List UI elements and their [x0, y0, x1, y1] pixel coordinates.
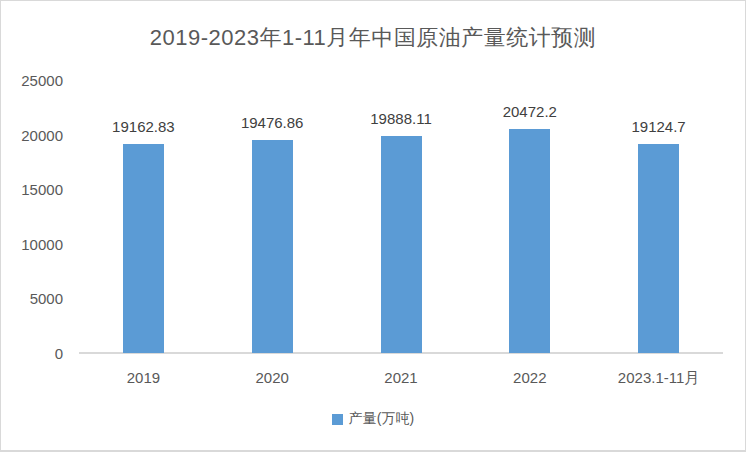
x-axis-tick-label: 2022 — [513, 370, 546, 385]
x-axis-tick-label: 2020 — [256, 370, 289, 385]
x-axis-tick-label: 2021 — [384, 370, 417, 385]
legend-label: 产量(万吨) — [349, 410, 414, 428]
legend-swatch-icon — [332, 414, 343, 425]
legend: 产量(万吨) — [1, 410, 745, 428]
chart-container: 2019-2023年1-11月年中国原油产量统计预测 0500010000150… — [0, 0, 746, 452]
x-axis: 2019 2020 2021 2022 2023.1-11月 — [1, 1, 745, 450]
x-axis-tick-label: 2023.1-11月 — [618, 370, 699, 385]
x-axis-tick-label: 2019 — [127, 370, 160, 385]
